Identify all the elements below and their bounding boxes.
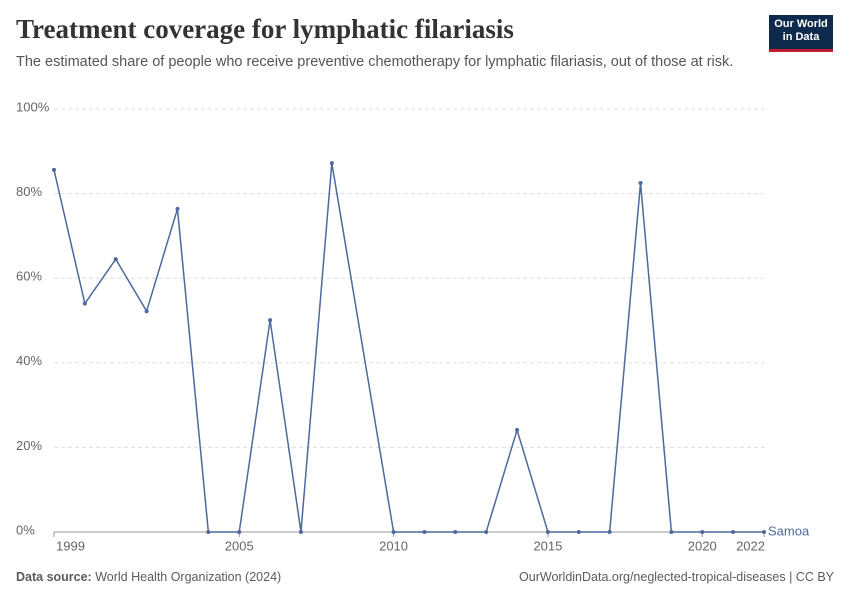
point bbox=[762, 530, 766, 534]
point bbox=[144, 309, 149, 314]
point bbox=[731, 530, 736, 534]
point bbox=[638, 181, 643, 186]
logo-text: in Data bbox=[782, 31, 820, 43]
chart-title: Treatment coverage for lymphatic filaria… bbox=[16, 14, 514, 44]
series-label: Samoa bbox=[768, 523, 810, 538]
source: World Health Organization (2024) bbox=[95, 570, 282, 584]
point bbox=[298, 530, 303, 534]
point bbox=[82, 301, 87, 306]
point bbox=[669, 530, 674, 534]
point bbox=[422, 530, 427, 534]
point bbox=[206, 530, 211, 534]
point bbox=[607, 530, 612, 534]
point bbox=[113, 257, 118, 262]
x-tick-label: 2020 bbox=[688, 538, 717, 553]
point bbox=[175, 206, 180, 211]
point bbox=[576, 530, 581, 534]
point bbox=[329, 161, 334, 166]
source-label: Data source: bbox=[16, 570, 92, 584]
y-tick-label: 20% bbox=[16, 438, 42, 453]
y-tick-label: 100% bbox=[16, 99, 50, 114]
logo-text: Our World bbox=[774, 18, 828, 30]
footer-url[interactable]: OurWorldinData.org/neglected-tropical-di… bbox=[519, 570, 834, 584]
point bbox=[515, 428, 520, 433]
point bbox=[700, 530, 705, 534]
y-tick-label: 80% bbox=[16, 184, 42, 199]
x-tick-label: 2015 bbox=[533, 538, 562, 553]
footer-source: Data source: World Health Organization (… bbox=[16, 570, 281, 584]
point bbox=[545, 530, 550, 534]
x-tick-label: 2010 bbox=[379, 538, 408, 553]
y-tick-label: 60% bbox=[16, 269, 42, 284]
point bbox=[52, 167, 56, 172]
x-tick-label: 2005 bbox=[225, 538, 254, 553]
line bbox=[53, 163, 764, 533]
x-tick-label: 1999 bbox=[56, 538, 85, 553]
logo[interactable]: Our World in Data bbox=[769, 15, 833, 52]
point bbox=[453, 530, 458, 534]
x-tick-label: 2022 bbox=[736, 538, 765, 553]
point bbox=[268, 318, 273, 323]
y-tick-label: 0% bbox=[16, 522, 35, 537]
chart-subtitle: The estimated share of people who receiv… bbox=[16, 54, 734, 70]
point bbox=[237, 530, 242, 534]
point bbox=[484, 530, 489, 534]
y-tick-label: 40% bbox=[16, 353, 42, 368]
point bbox=[391, 530, 396, 534]
